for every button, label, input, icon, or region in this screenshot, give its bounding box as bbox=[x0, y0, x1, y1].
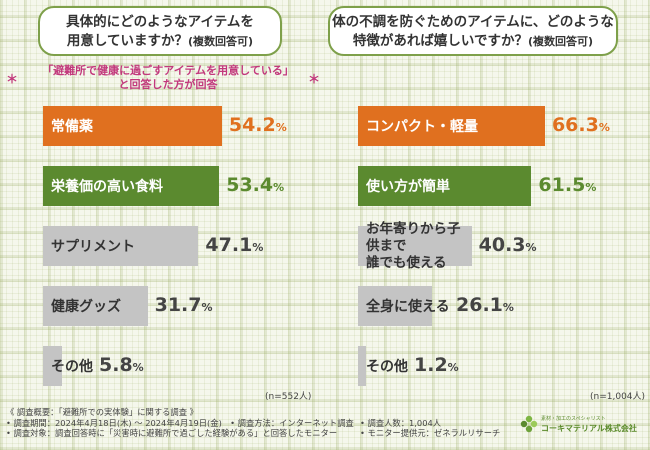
left-chart-title: 具体的にどのようなアイテムを 用意していますか？(複数回答可) bbox=[38, 6, 282, 56]
value-label: 31.7% bbox=[154, 294, 213, 316]
bar-right-1: コンパクト・軽量 bbox=[358, 106, 545, 146]
left-title-suffix: (複数回答可) bbox=[188, 35, 254, 48]
left-sample-size: (n=552人) bbox=[265, 392, 312, 402]
value-label: 5.8% bbox=[99, 354, 144, 376]
note-line2: と回答した方が回答 bbox=[118, 78, 218, 91]
footer-line3: • 調査対象：調査回答時に「災害時に避難所で過ごした経験がある」と回答したモニタ… bbox=[6, 428, 338, 438]
note-line1: 「避難所で健康に過ごすアイテムを用意している」 bbox=[42, 64, 294, 77]
value-label: 53.4% bbox=[226, 174, 285, 196]
footer-line2: • 調査期間：2024年4月18日(木) ～ 2024年4月19日(金) • 調… bbox=[6, 417, 354, 428]
bar-left-5: その他 bbox=[43, 346, 93, 386]
right-sample-size: (n=1,004人) bbox=[590, 392, 646, 402]
logo-name: コーキマテリアル株式会社 bbox=[541, 424, 637, 433]
bar-label: コンパクト・軽量 bbox=[366, 119, 478, 135]
footer-line1: 《 調査概要：「避難所での実体験」に関する調査 》 bbox=[6, 407, 198, 417]
logo-tagline: 素材・加工のスペシャリスト bbox=[541, 416, 606, 422]
survey-footer: 《 調査概要：「避難所での実体験」に関する調査 》 • 調査期間：2024年4月… bbox=[6, 407, 354, 439]
bar-label: 常備薬 bbox=[51, 119, 93, 135]
value-label: 47.1% bbox=[205, 234, 264, 256]
right-title-line2: 特徴があれば嬉しいですか？ bbox=[352, 33, 529, 49]
bar-left-1: 常備薬 bbox=[43, 106, 222, 146]
bar-left-2: 栄養価の高い食料 bbox=[43, 166, 220, 206]
bar-label: 全身に使える bbox=[366, 299, 450, 315]
value-label: 1.2% bbox=[414, 354, 459, 376]
value-label: 40.3% bbox=[478, 234, 537, 256]
left-title-line1: 具体的にどのようなアイテムを bbox=[66, 14, 254, 30]
note-star-right: ＊ bbox=[308, 72, 321, 86]
bar-label: お年寄りから子供まで 誰でも使える bbox=[366, 220, 461, 271]
bar-label: 栄養価の高い食料 bbox=[51, 179, 163, 195]
bar-right-2: 使い方が簡単 bbox=[358, 166, 532, 206]
right-title-suffix: (複数回答可) bbox=[528, 35, 594, 48]
bar-label: サプリメント bbox=[51, 239, 135, 255]
bar-right-4: 全身に使える bbox=[358, 286, 450, 326]
left-title-line2: 用意していますか？ bbox=[66, 33, 189, 49]
value-label: 26.1% bbox=[456, 294, 514, 316]
left-chart-note: 「避難所で健康に過ごすアイテムを用意している」 と回答した方が回答 bbox=[20, 64, 316, 92]
bar-right-3: お年寄りから子供まで 誰でも使える bbox=[358, 221, 472, 271]
value-label: 61.5% bbox=[538, 174, 597, 196]
leaf-logo-icon bbox=[520, 415, 538, 433]
footer-line2b: • 調査人数：1,004人 bbox=[360, 417, 442, 428]
bar-left-4: 健康グッズ bbox=[43, 286, 148, 326]
bar-right-5: その他 bbox=[358, 346, 408, 386]
survey-footer-right: • 調査人数：1,004人 • モニター提供元：ゼネラルリサーチ bbox=[360, 418, 500, 439]
bar-label: 健康グッズ bbox=[51, 299, 121, 315]
right-title-line1: 体の不調を防ぐためのアイテムに、どのような bbox=[332, 14, 614, 30]
bar-label: 使い方が簡単 bbox=[366, 179, 450, 195]
bar-left-3: サプリメント bbox=[43, 226, 199, 266]
footer-line3b: • モニター提供元：ゼネラルリサーチ bbox=[360, 428, 501, 438]
bar-label: その他 bbox=[366, 359, 408, 375]
company-logo: 素材・加工のスペシャリスト コーキマテリアル株式会社 bbox=[520, 414, 637, 434]
value-label: 54.2% bbox=[228, 114, 287, 136]
right-chart-title: 体の不調を防ぐためのアイテムに、どのような 特徴があれば嬉しいですか？(複数回答… bbox=[328, 6, 618, 56]
note-star-left: ＊ bbox=[6, 72, 19, 86]
value-label: 66.3% bbox=[551, 114, 610, 136]
bar-label: その他 bbox=[51, 359, 93, 375]
